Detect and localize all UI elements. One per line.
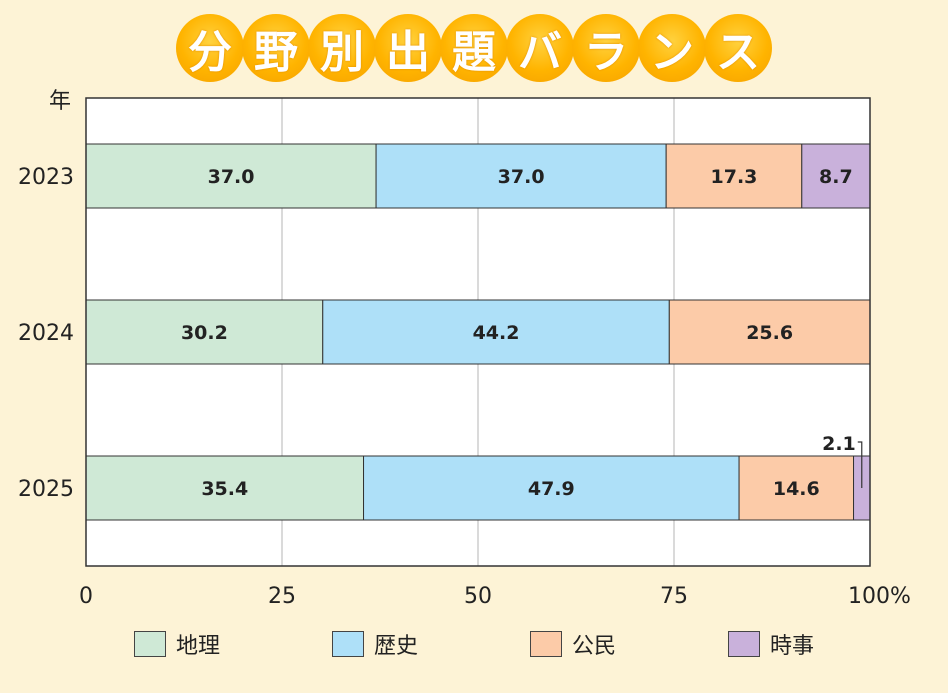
x-tick-label: 0 [79,584,93,609]
legend-swatch [728,631,760,657]
bar-segment [85,143,377,209]
legend-item: 歴史 [332,628,418,660]
data-label: 44.2 [473,322,520,344]
legend-item: 時事 [728,628,814,660]
title-char: 別 [308,14,376,82]
data-label: 37.0 [498,166,545,188]
title-char: 分 [176,14,244,82]
data-label: 8.7 [819,166,853,188]
legend-label: 地理 [176,634,221,659]
x-tick-label: 100% [848,584,911,609]
legend-label: 時事 [770,634,815,659]
legend-label: 公民 [572,634,617,659]
title-char: 題 [440,14,508,82]
leader-line [857,441,863,488]
legend-item: 公民 [530,628,616,660]
x-tick-label: 50 [464,584,492,609]
legend: 地理 歴史 公民 時事 [0,628,948,668]
category-label: 2025 [18,477,74,502]
data-label: 25.6 [746,322,793,344]
title-char: 野 [242,14,310,82]
bar-segment [738,455,855,521]
bar-segment [85,455,365,521]
legend-label: 歴史 [374,634,419,659]
bar-segment [363,455,740,521]
bar-segment [322,299,670,365]
bar-segment [375,143,667,209]
x-tick-label: 25 [268,584,296,609]
bar-segment [801,143,871,209]
legend-swatch [530,631,562,657]
data-label: 14.6 [773,478,820,500]
title-char: ン [638,14,706,82]
data-label: 30.2 [181,322,228,344]
bar-segment [85,299,324,365]
data-label: 17.3 [711,166,758,188]
chart-title: 分野別出題バランス [0,14,948,84]
title-char: バ [506,14,574,82]
y-axis-label: 年 [49,89,71,114]
data-label: 47.9 [528,478,575,500]
legend-swatch [332,631,364,657]
title-char: ラ [572,14,640,82]
title-char: 出 [374,14,442,82]
x-tick-label: 75 [660,584,688,609]
bar-segment [665,143,803,209]
category-label: 2024 [18,321,74,346]
category-label: 2023 [18,165,74,190]
data-label: 37.0 [208,166,255,188]
plot-border [85,97,871,567]
data-label: 35.4 [201,478,248,500]
data-label: 2.1 [822,433,856,455]
bar-segment [668,299,871,365]
legend-swatch [134,631,166,657]
title-char: ス [704,14,772,82]
legend-item: 地理 [134,628,220,660]
